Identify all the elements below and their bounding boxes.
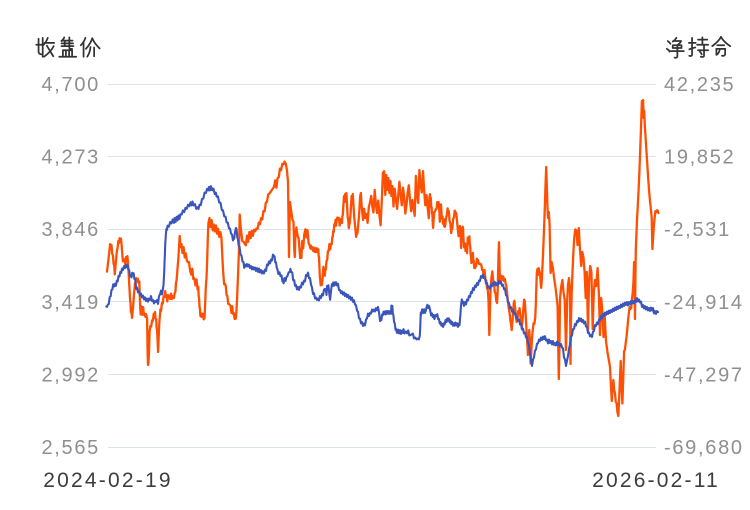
svg-text:-69,680: -69,680 (664, 437, 744, 459)
svg-text:42,235: 42,235 (664, 74, 735, 96)
svg-text:2024-02-19: 2024-02-19 (43, 469, 172, 492)
svg-text:2,992: 2,992 (41, 364, 100, 386)
svg-text:-2,531: -2,531 (664, 219, 731, 241)
svg-text:-24,914: -24,914 (664, 292, 744, 314)
svg-text:2026-02-11: 2026-02-11 (592, 469, 720, 492)
svg-text:3,846: 3,846 (41, 219, 100, 241)
svg-text:-47,297: -47,297 (664, 364, 744, 386)
svg-text:4,700: 4,700 (41, 74, 100, 96)
svg-text:2,565: 2,565 (41, 437, 100, 459)
svg-text:3,419: 3,419 (41, 292, 100, 314)
svg-text:4,273: 4,273 (41, 147, 100, 169)
svg-text:19,852: 19,852 (664, 147, 735, 169)
